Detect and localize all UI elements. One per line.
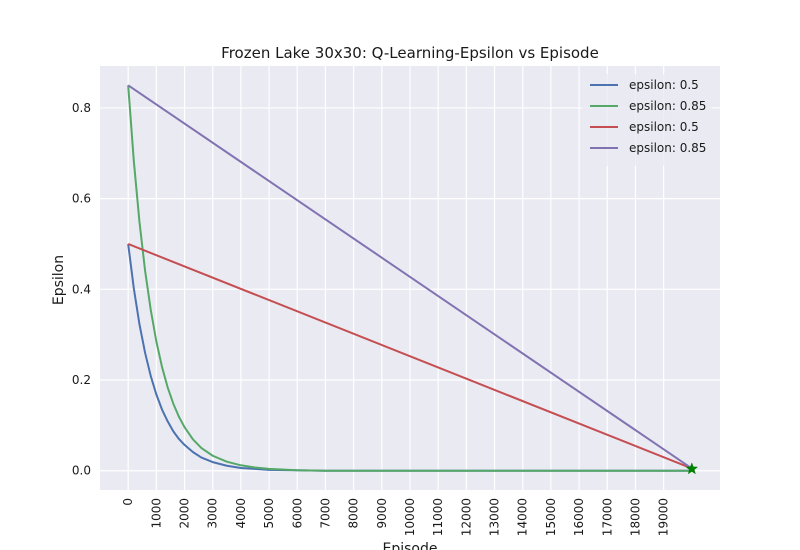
x-tick-label: 0 (121, 498, 135, 506)
star-marker (685, 462, 699, 475)
y-tick-label: 0.8 (72, 101, 91, 115)
x-tick-label: 5000 (262, 498, 276, 529)
y-tick-label: 0.2 (72, 373, 91, 387)
y-tick-label: 0.0 (72, 464, 91, 478)
x-tick-label: 18000 (628, 498, 642, 536)
series-lines (127, 84, 693, 472)
x-tick-label: 4000 (234, 498, 248, 529)
legend-label: epsilon: 0.5 (629, 120, 699, 134)
x-tick-label: 17000 (600, 498, 614, 536)
legend-box (582, 74, 712, 166)
series-line-3 (127, 243, 693, 470)
markers (685, 462, 699, 475)
x-tick-label: 1000 (149, 498, 163, 529)
x-tick-label: 14000 (516, 498, 530, 536)
x-tick-label: 13000 (488, 498, 502, 536)
y-tick-label: 0.6 (72, 192, 91, 206)
y-axis-ticks: 0.0 0.2 0.4 0.6 0.8 (72, 101, 91, 478)
y-tick-label: 0.4 (72, 282, 91, 296)
x-tick-label: 12000 (459, 498, 473, 536)
x-tick-label: 15000 (544, 498, 558, 536)
x-tick-label: 6000 (290, 498, 304, 529)
legend-label: epsilon: 0.85 (629, 141, 706, 155)
x-tick-label: 16000 (572, 498, 586, 536)
x-tick-label: 8000 (347, 498, 361, 529)
x-tick-label: 2000 (178, 498, 192, 529)
x-tick-label: 10000 (403, 498, 417, 536)
y-axis-label: Epsilon (51, 255, 67, 305)
x-tick-label: 3000 (206, 498, 220, 529)
legend-label: epsilon: 0.5 (629, 78, 699, 92)
x-tick-label: 7000 (318, 498, 332, 529)
x-tick-label: 19000 (657, 498, 671, 536)
chart-title: Frozen Lake 30x30: Q-Learning-Epsilon vs… (221, 44, 599, 62)
legend: epsilon: 0.5 epsilon: 0.85 epsilon: 0.5 eps… (582, 74, 712, 166)
series-line-4 (127, 84, 693, 470)
series-line-2 (127, 85, 692, 472)
x-tick-label: 9000 (375, 498, 389, 529)
x-tick-label: 11000 (431, 498, 445, 536)
x-axis-label: Episode (383, 541, 438, 550)
x-axis-ticks: 0 1000 2000 3000 4000 5000 6000 7000 8000 9000 100… (121, 498, 670, 536)
legend-label: epsilon: 0.85 (629, 99, 706, 113)
